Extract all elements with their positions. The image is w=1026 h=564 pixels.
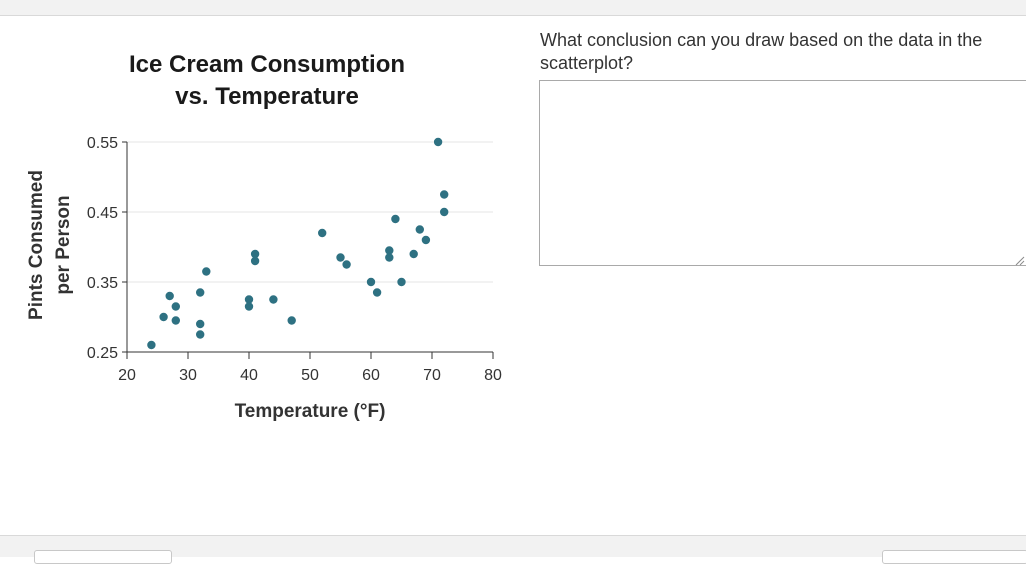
data-point-18 [366,277,376,287]
data-point-6 [196,319,205,329]
next-button[interactable] [882,550,1026,564]
y-tick-label-2: 0.45 [87,205,118,222]
gridlines [127,141,493,353]
data-point-20 [385,246,394,255]
x-tick-label-5: 70 [423,367,441,384]
y-axis-title-line-1: Pints Consumed [26,170,47,320]
data-point-24 [409,249,418,259]
data-point-12 [250,256,260,266]
data-point-27 [433,137,443,147]
data-point-10 [244,302,254,311]
data-point-7 [196,330,205,339]
data-point-8 [202,267,211,276]
data-point-9 [244,295,254,304]
data-point-14 [287,316,296,325]
data-point-3 [171,302,180,311]
scatterplot-chart: 20 30 40 50 60 70 80 0.25 0.35 0.45 0.55 Ice Cream… [26,51,502,422]
y-tick-label-3: 0.55 [87,135,118,152]
tick-labels: 20 30 40 50 60 70 80 0.25 0.35 0.45 0.55 [87,135,502,384]
data-point-0 [147,340,156,350]
x-tick-label-6: 80 [484,367,502,384]
data-point-1 [159,312,168,322]
data-point-2 [165,291,174,301]
data-point-17 [342,260,351,269]
x-tick-label-2: 40 [240,367,258,384]
data-point-25 [415,225,424,234]
data-point-11 [250,249,260,259]
data-point-22 [391,214,400,224]
data-point-21 [385,253,394,262]
answer-textarea[interactable] [539,80,1026,266]
y-axis-title-line-2: per Person [53,195,74,294]
previous-button[interactable] [34,550,172,564]
data-point-19 [372,288,382,297]
y-tick-label-0: 0.25 [87,345,118,362]
y-tick-label-1: 0.35 [87,275,118,292]
axes [126,142,493,353]
x-axis-title: Temperature (°F) [235,401,386,422]
x-tick-label-0: 20 [118,367,136,384]
chart-title-line-1: Ice Cream Consumption [129,51,405,78]
data-point-4 [171,316,180,325]
data-point-28 [440,190,449,199]
data-point-13 [269,295,278,304]
data-point-26 [421,235,431,245]
resize-grip-icon[interactable] [1013,254,1025,266]
x-tick-label-1: 30 [179,367,197,384]
data-point-23 [397,277,406,287]
chart-title-line-2: vs. Temperature [175,83,359,110]
tick-marks [122,141,494,359]
x-tick-label-4: 60 [362,367,380,384]
bottom-toolbar-band [0,535,1026,557]
data-point-15 [318,228,327,238]
data-point-29 [440,207,449,217]
data-point-5 [196,288,205,297]
top-toolbar-band [0,0,1026,16]
data-points [147,137,449,350]
data-point-16 [336,253,345,262]
x-tick-label-3: 50 [301,367,319,384]
question-text: What conclusion can you draw based on th… [540,30,983,73]
